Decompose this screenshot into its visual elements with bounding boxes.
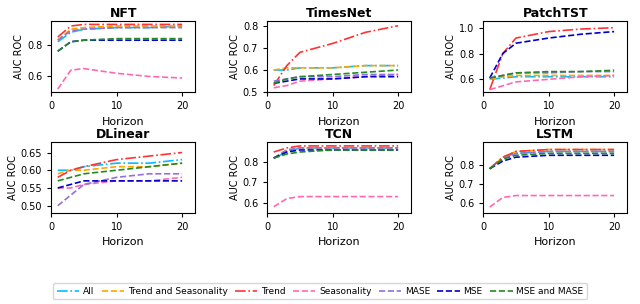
Y-axis label: AUC ROC: AUC ROC [446, 34, 456, 79]
X-axis label: Horizon: Horizon [534, 117, 577, 127]
Title: TCN: TCN [325, 128, 353, 141]
X-axis label: Horizon: Horizon [318, 237, 360, 247]
Title: DLinear: DLinear [96, 128, 150, 141]
Legend: All, Trend and Seasonality, Trend, Seasonality, MASE, MSE, MSE and MASE: All, Trend and Seasonality, Trend, Seaso… [53, 283, 587, 299]
Title: PatchTST: PatchTST [522, 7, 588, 20]
Title: TimesNet: TimesNet [306, 7, 372, 20]
X-axis label: Horizon: Horizon [318, 117, 360, 127]
X-axis label: Horizon: Horizon [102, 237, 145, 247]
Title: NFT: NFT [109, 7, 137, 20]
Title: LSTM: LSTM [536, 128, 574, 141]
Y-axis label: AUC ROC: AUC ROC [8, 155, 18, 200]
Y-axis label: AUC ROC: AUC ROC [446, 155, 456, 200]
X-axis label: Horizon: Horizon [534, 237, 577, 247]
Y-axis label: AUC ROC: AUC ROC [14, 34, 24, 79]
Y-axis label: AUC ROC: AUC ROC [230, 155, 240, 200]
Y-axis label: AUC ROC: AUC ROC [230, 34, 240, 79]
X-axis label: Horizon: Horizon [102, 117, 145, 127]
